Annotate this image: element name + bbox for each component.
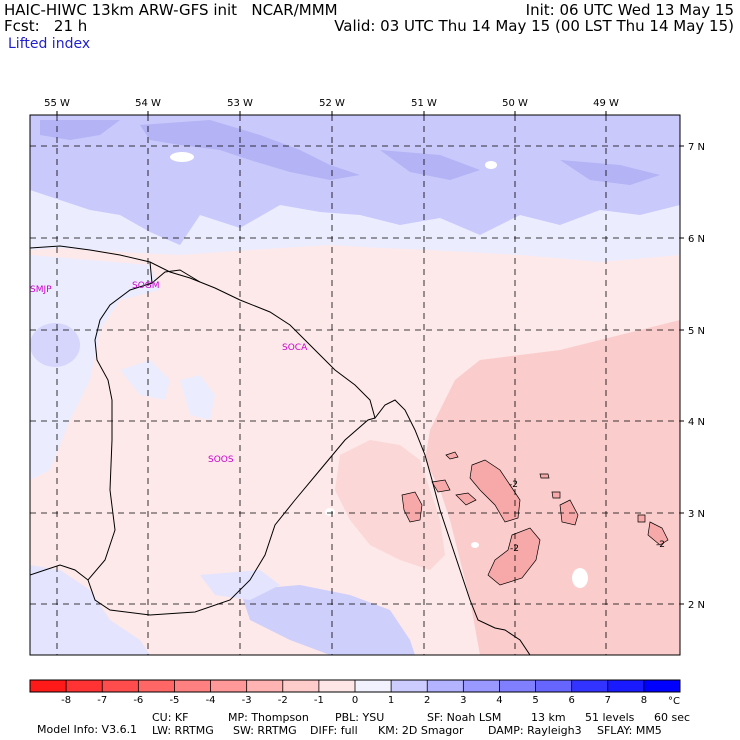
footer-pbl: PBL: YSU bbox=[335, 711, 385, 724]
colorbar-tick-label: -6 bbox=[133, 695, 143, 706]
colorbar-swatch bbox=[463, 680, 500, 692]
colorbar-swatch bbox=[246, 680, 284, 692]
lon-label: 55 W bbox=[44, 98, 70, 109]
colorbar-swatch bbox=[643, 680, 681, 692]
footer-mp: MP: Thompson bbox=[228, 711, 309, 724]
colorbar-swatch bbox=[355, 680, 392, 692]
station-label-soos: SOOS bbox=[208, 455, 234, 465]
colorbar-tick-label: -1 bbox=[314, 695, 324, 706]
lon-label: 51 W bbox=[411, 98, 437, 109]
colorbar-swatch bbox=[174, 680, 212, 692]
colorbar-swatch bbox=[499, 680, 537, 692]
colorbar-tick-label: 8 bbox=[641, 695, 647, 706]
model-title: HAIC-HIWC 13km ARW-GFS init NCAR/MMM bbox=[4, 1, 338, 19]
colorbar-tick-label: -2 bbox=[278, 695, 288, 706]
colorbar-tick-label: -4 bbox=[206, 695, 216, 706]
colorbar-tick-label: 3 bbox=[460, 695, 466, 706]
colorbar-tick-label: 4 bbox=[496, 695, 502, 706]
lat-label: 5 N bbox=[688, 326, 705, 337]
footer-resolution: 13 km bbox=[531, 711, 566, 724]
contour-label: -2 bbox=[510, 544, 519, 554]
footer-levels: 51 levels bbox=[585, 711, 635, 724]
colorbar-tick-label: -7 bbox=[97, 695, 107, 706]
contour-label: -2 bbox=[509, 480, 518, 490]
colorbar-swatch bbox=[102, 680, 139, 692]
colorbar-tick-label: -5 bbox=[169, 695, 179, 706]
colorbar-swatch bbox=[607, 680, 645, 692]
colorbar-swatch bbox=[138, 680, 175, 692]
station-label-sogm: SOGM bbox=[132, 281, 160, 291]
colorbar-swatch bbox=[210, 680, 248, 692]
init-time: Init: 06 UTC Wed 13 May 15 bbox=[525, 1, 734, 19]
lat-label: 6 N bbox=[688, 234, 705, 245]
colorbar-swatch bbox=[535, 680, 573, 692]
lat-label: 3 N bbox=[688, 509, 705, 520]
footer-timestep: 60 sec bbox=[654, 711, 691, 724]
footer-damp: DAMP: Rayleigh3 bbox=[488, 724, 582, 737]
colorbar-unit: °C bbox=[668, 696, 680, 707]
footer-lw: LW: RRTMG bbox=[152, 724, 214, 737]
valid-time: Valid: 03 UTC Thu 14 May 15 (00 LST Thu … bbox=[334, 17, 734, 35]
footer-diff: DIFF: full bbox=[310, 724, 358, 737]
lon-label: 49 W bbox=[593, 98, 619, 109]
footer-sw: SW: RRTMG bbox=[233, 724, 297, 737]
forecast-hour: Fcst: 21 h bbox=[4, 17, 88, 35]
colorbar-swatch bbox=[282, 680, 320, 692]
lon-label: 53 W bbox=[227, 98, 253, 109]
lifted-index-field bbox=[30, 115, 680, 655]
colorbar-swatch bbox=[427, 680, 464, 692]
contour-label: -2 bbox=[656, 540, 665, 550]
colorbar-tick-label: 6 bbox=[568, 695, 574, 706]
footer-model-info: Model Info: V3.6.1 bbox=[37, 723, 138, 736]
footer-km: KM: 2D Smagor bbox=[378, 724, 464, 737]
lon-label: 52 W bbox=[319, 98, 345, 109]
field-name: Lifted index bbox=[8, 36, 91, 52]
lon-label: 54 W bbox=[135, 98, 161, 109]
colorbar-swatch bbox=[30, 680, 67, 692]
footer-sflay: SFLAY: MM5 bbox=[597, 724, 662, 737]
footer-line1: Model Info: V3.6.1 bbox=[30, 712, 137, 736]
colorbar-tick-label: 2 bbox=[424, 695, 430, 706]
colorbar-tick-label: 0 bbox=[352, 695, 358, 706]
lat-label: 2 N bbox=[688, 600, 705, 611]
colorbar bbox=[29, 679, 681, 693]
lon-label: 50 W bbox=[502, 98, 528, 109]
footer-cu: CU: KF bbox=[152, 711, 189, 724]
colorbar-swatch bbox=[318, 680, 356, 692]
station-label-smjp: SMJP bbox=[30, 285, 52, 295]
lat-lon-grid bbox=[30, 115, 680, 655]
footer-sf: SF: Noah LSM bbox=[427, 711, 502, 724]
colorbar-tick-label: 7 bbox=[605, 695, 611, 706]
colorbar-swatch bbox=[571, 680, 609, 692]
lat-label: 7 N bbox=[688, 142, 705, 153]
colorbar-tick-label: 1 bbox=[388, 695, 394, 706]
colorbar-swatch bbox=[66, 680, 103, 692]
colorbar-swatch bbox=[391, 680, 428, 692]
station-label-soca: SOCA bbox=[282, 343, 308, 353]
lat-label: 4 N bbox=[688, 417, 705, 428]
colorbar-tick-label: 5 bbox=[532, 695, 538, 706]
colorbar-tick-label: -3 bbox=[242, 695, 252, 706]
colorbar-tick-label: -8 bbox=[61, 695, 71, 706]
